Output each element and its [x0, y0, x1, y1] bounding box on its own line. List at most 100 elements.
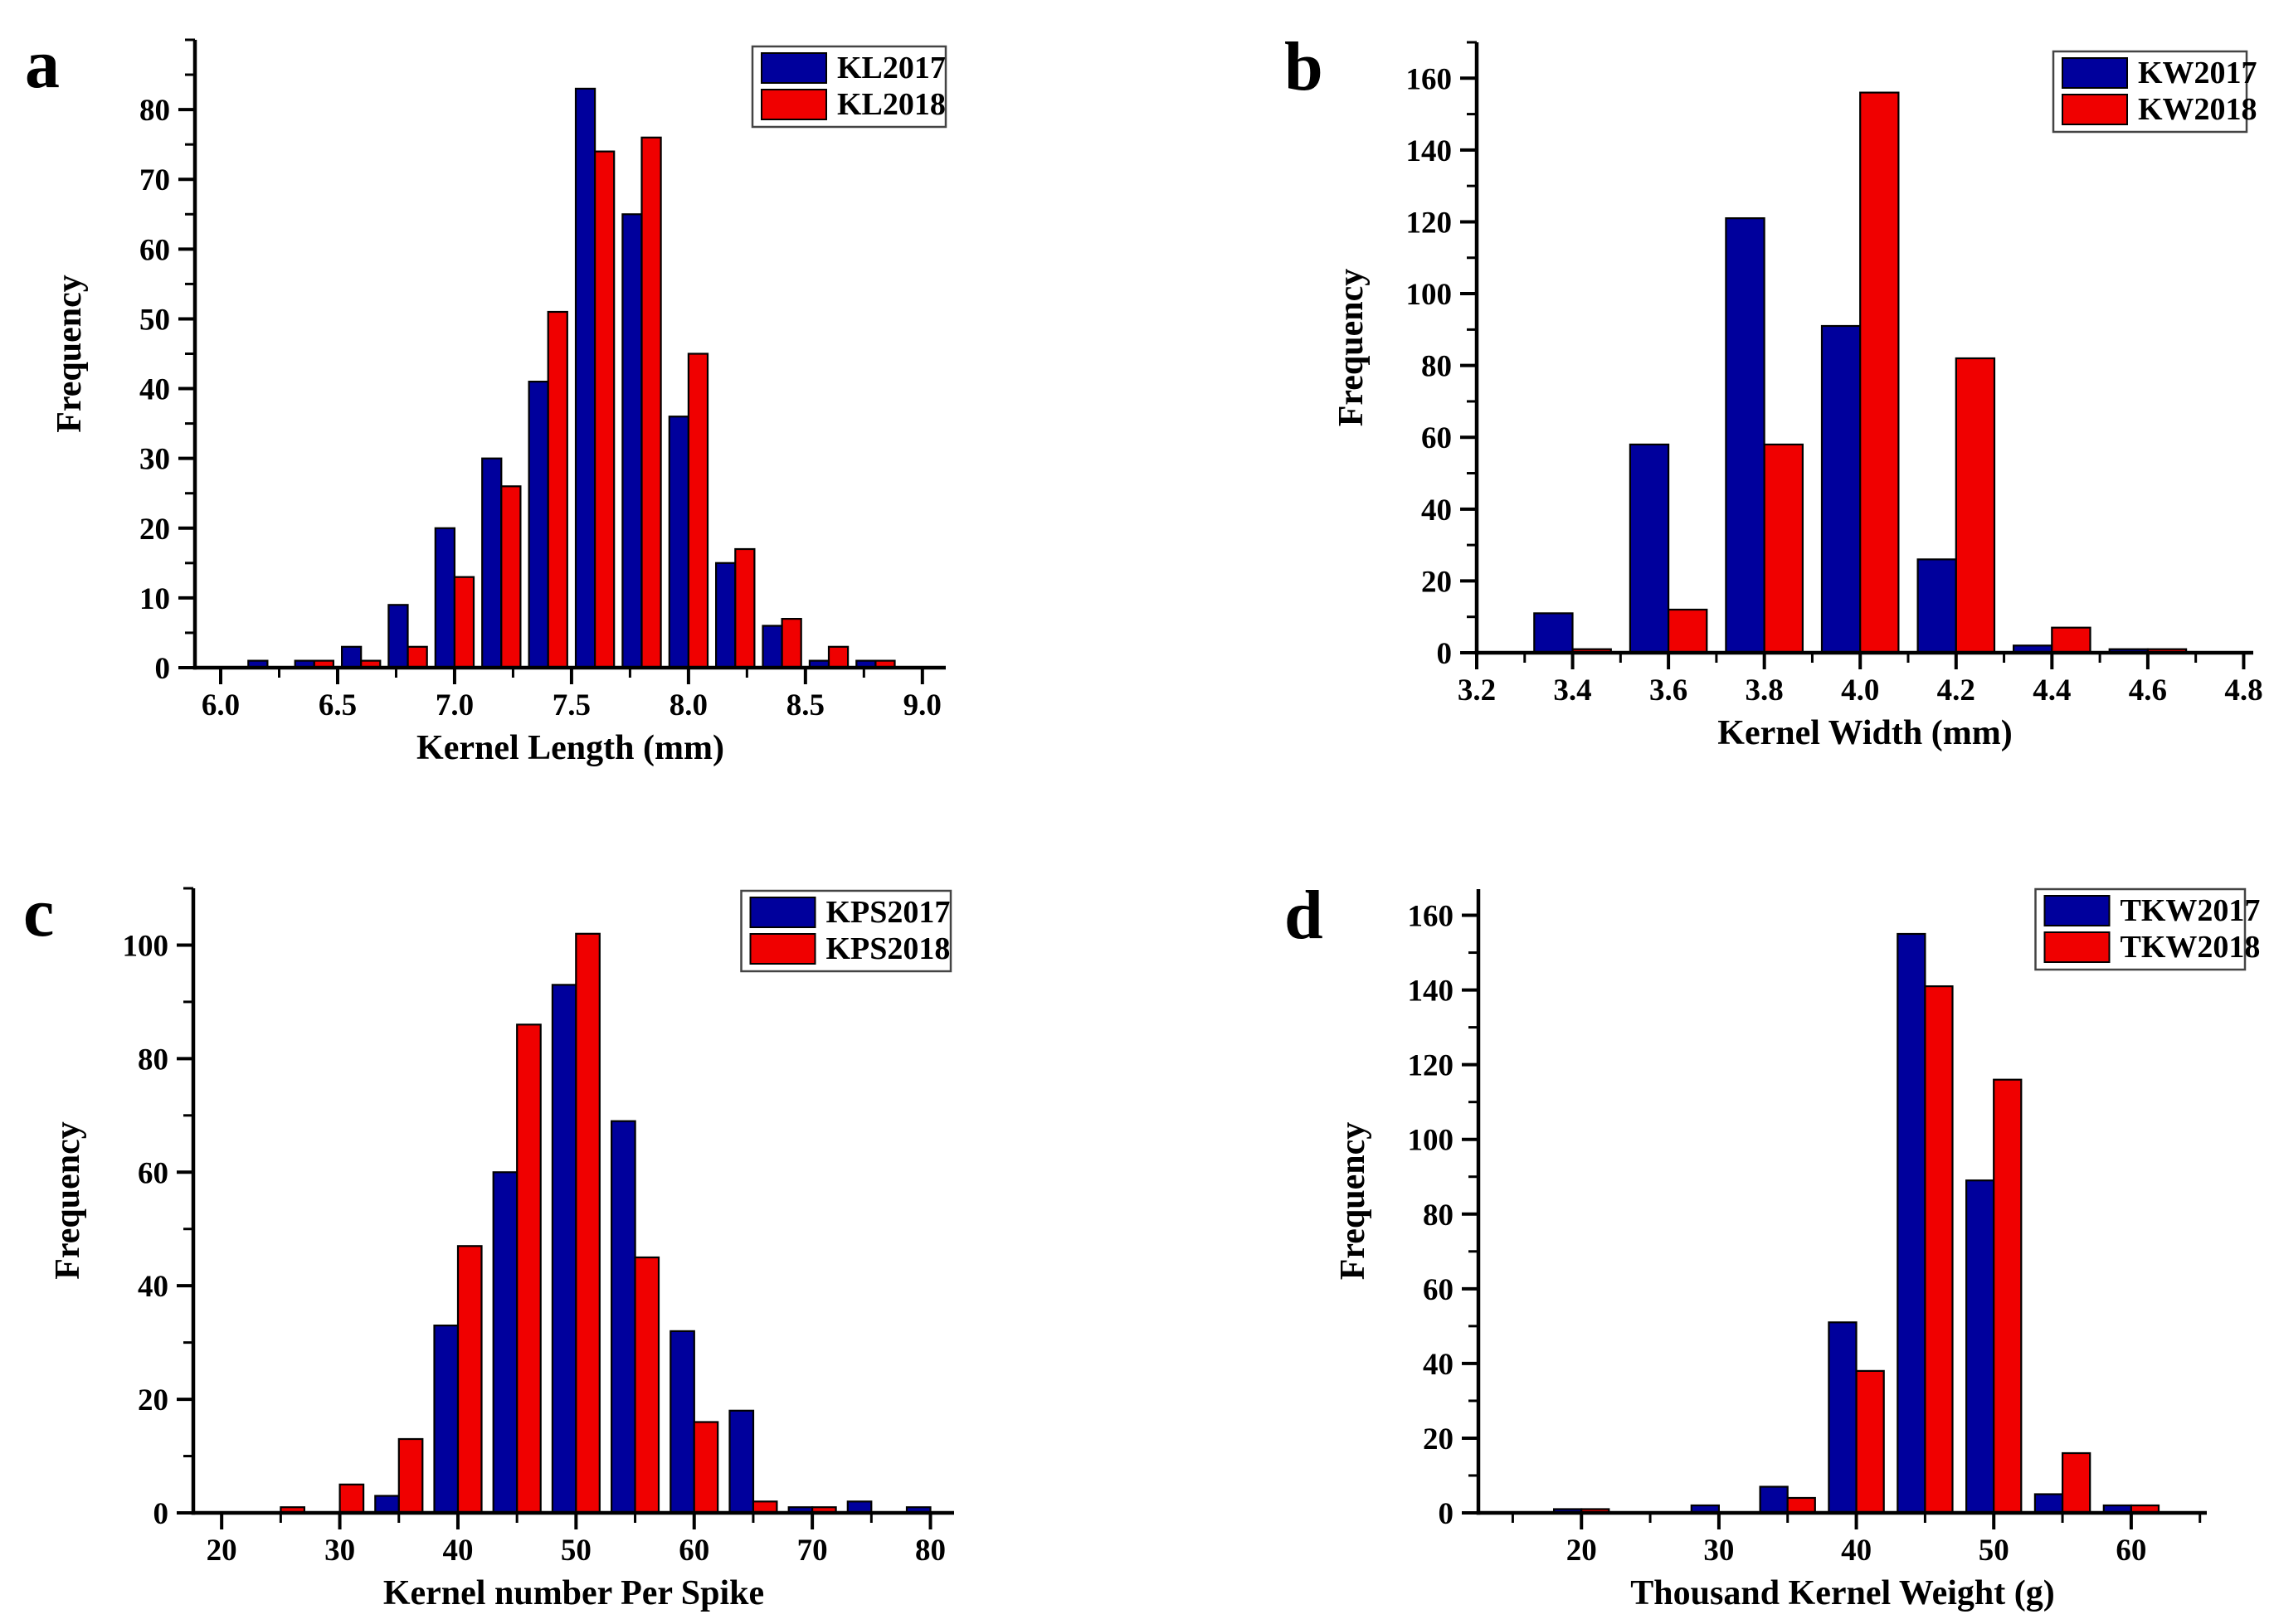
bar — [634, 1256, 660, 1515]
legend-label: KL2018 — [837, 87, 946, 122]
bar — [687, 353, 709, 669]
x-tick-label: 4.4 — [2033, 673, 2071, 707]
x-tick-label: 8.5 — [786, 688, 825, 722]
bar — [1786, 1496, 1816, 1515]
legend-swatch — [749, 933, 816, 965]
bar — [500, 485, 522, 669]
y-tick-label: 20 — [138, 1383, 168, 1417]
bar — [668, 416, 689, 669]
bar — [1725, 217, 1765, 654]
bar — [1828, 1321, 1858, 1515]
bar — [2051, 626, 2091, 654]
panel-letter: d — [1284, 877, 1323, 954]
bar — [1855, 1369, 1885, 1515]
bar — [728, 1409, 755, 1515]
bar — [433, 1324, 460, 1515]
x-tick-label: 3.4 — [1553, 673, 1591, 707]
bar — [492, 1171, 519, 1515]
x-tick-label: 50 — [561, 1534, 592, 1568]
legend-swatch — [2062, 94, 2128, 125]
legend-label: KPS2018 — [826, 931, 951, 966]
x-tick-label: 6.0 — [202, 688, 240, 722]
x-axis-title: Kernel number Per Spike — [383, 1574, 764, 1612]
legend-swatch — [2062, 57, 2128, 89]
bar — [1763, 443, 1804, 654]
y-tick-label: 30 — [139, 443, 170, 477]
y-tick-label: 40 — [1423, 1348, 1454, 1382]
legend-label: TKW2018 — [2121, 930, 2261, 965]
bar — [551, 984, 577, 1515]
y-tick-label: 100 — [123, 929, 169, 963]
x-axis-title: Thousand Kernel Weight (g) — [1630, 1574, 2054, 1612]
y-tick-label: 80 — [1423, 1199, 1454, 1233]
bar — [387, 604, 409, 669]
bar — [1859, 91, 1900, 654]
x-tick-label: 4.6 — [2129, 673, 2167, 707]
y-tick-label: 80 — [138, 1043, 168, 1077]
y-tick-label: 80 — [139, 94, 170, 128]
bar — [1897, 932, 1926, 1515]
bar — [341, 645, 363, 669]
x-axis-title: Kernel Width (mm) — [1717, 714, 2012, 752]
bar — [374, 1495, 400, 1515]
bar — [762, 625, 783, 669]
legend-label: KL2017 — [837, 51, 946, 85]
y-axis-title: Frequency — [1332, 269, 1371, 427]
legend-label: TKW2017 — [2121, 893, 2261, 928]
bar — [575, 932, 601, 1515]
bar — [1993, 1078, 2023, 1515]
y-tick-label: 40 — [138, 1270, 168, 1304]
y-tick-label: 60 — [1421, 421, 1452, 455]
y-tick-label: 160 — [1408, 900, 1454, 934]
bar — [693, 1421, 719, 1515]
y-tick-label: 0 — [153, 1497, 169, 1531]
x-tick-label: 40 — [1841, 1534, 1872, 1568]
legend-label: KW2018 — [2138, 92, 2257, 127]
x-tick-label: 4.8 — [2224, 673, 2262, 707]
bar — [1667, 608, 1708, 654]
panel-letter: a — [25, 26, 60, 103]
y-tick-label: 20 — [1423, 1422, 1454, 1456]
y-tick-label: 100 — [1408, 1124, 1454, 1158]
x-tick-label: 80 — [915, 1534, 946, 1568]
y-tick-label: 0 — [1439, 1497, 1454, 1531]
bar — [621, 213, 643, 669]
bar — [1916, 558, 1957, 654]
bar — [1759, 1485, 1789, 1515]
x-tick-label: 70 — [797, 1534, 828, 1568]
bar — [397, 1437, 424, 1515]
x-tick-label: 30 — [1703, 1534, 1734, 1568]
x-tick-label: 4.2 — [1937, 673, 1975, 707]
panel-letter: c — [23, 874, 54, 951]
bar — [781, 617, 802, 669]
x-tick-label: 3.2 — [1458, 673, 1496, 707]
y-tick-label: 20 — [139, 513, 170, 547]
legend-label: KW2017 — [2138, 56, 2257, 90]
x-tick-label: 4.0 — [1841, 673, 1879, 707]
y-tick-label: 40 — [139, 373, 170, 407]
bar — [407, 645, 428, 669]
y-tick-label: 60 — [138, 1156, 168, 1190]
x-tick-label: 40 — [442, 1534, 473, 1568]
bar — [670, 1330, 695, 1515]
legend-swatch — [749, 897, 816, 928]
bar — [2033, 1493, 2064, 1515]
x-tick-label: 20 — [1566, 1534, 1597, 1568]
y-tick-label: 50 — [139, 303, 170, 337]
y-tick-label: 10 — [139, 582, 170, 616]
y-tick-label: 120 — [1406, 206, 1453, 240]
x-tick-label: 20 — [207, 1534, 237, 1568]
bar — [547, 310, 568, 669]
bar — [516, 1024, 542, 1515]
x-axis-title: Kernel Length (mm) — [416, 729, 724, 767]
bar — [1955, 357, 1996, 654]
x-tick-label: 3.6 — [1649, 673, 1687, 707]
y-tick-label: 100 — [1406, 278, 1453, 312]
bar — [640, 136, 662, 669]
bar — [2062, 1451, 2091, 1515]
legend-swatch — [761, 89, 827, 120]
y-tick-label: 80 — [1421, 350, 1452, 384]
bar — [453, 576, 475, 669]
